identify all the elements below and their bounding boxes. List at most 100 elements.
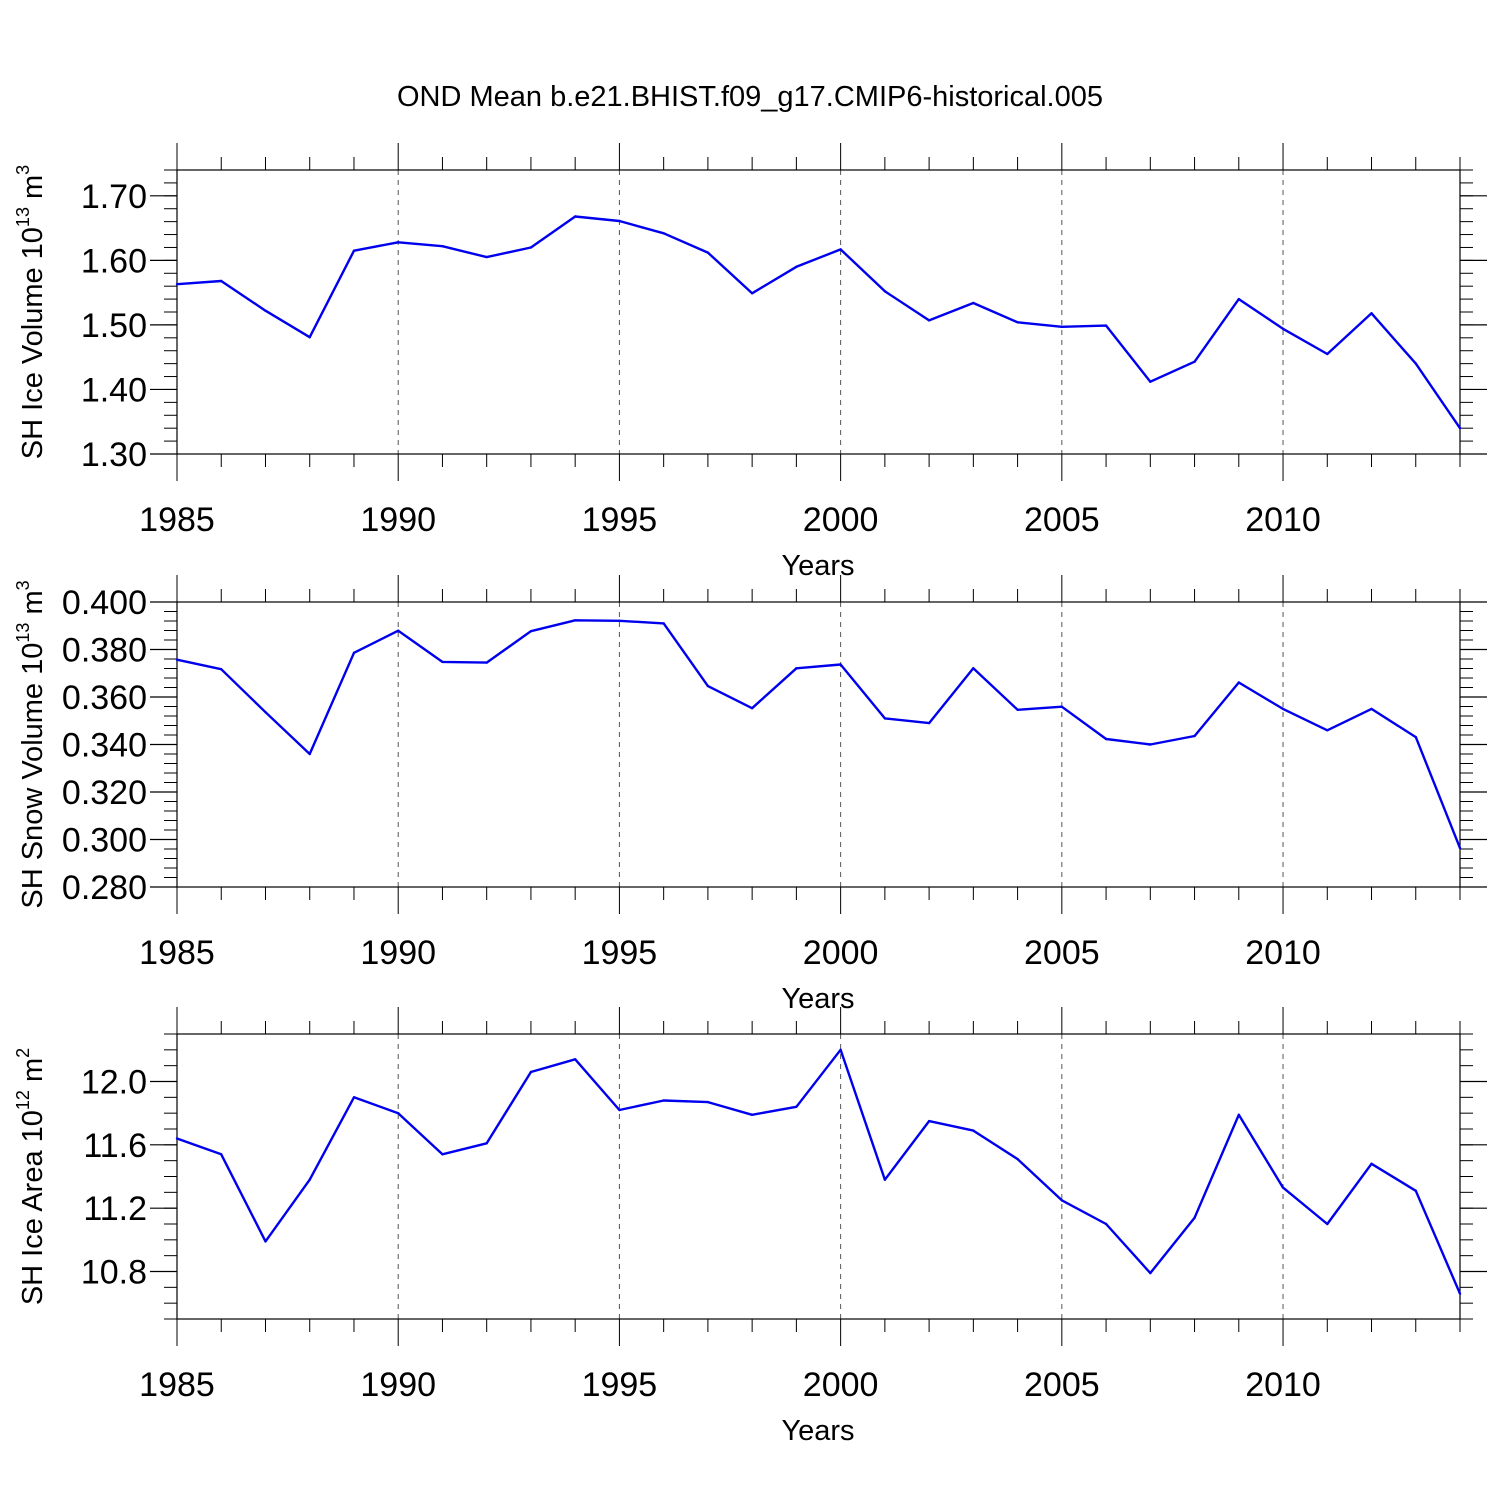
data-point	[839, 663, 842, 666]
data-point	[1458, 427, 1462, 430]
data-point	[839, 248, 842, 251]
data-point	[397, 629, 400, 632]
data-point	[264, 309, 267, 312]
data-point	[618, 619, 621, 622]
y-axis-label-unit: m	[17, 590, 49, 622]
chart-title: OND Mean b.e21.BHIST.f09_g17.CMIP6-histo…	[397, 81, 1103, 113]
y-axis-label-unit-exponent: 2	[13, 1048, 33, 1058]
x-tick-label: 2010	[1245, 501, 1321, 539]
y-axis-label-text: SH Ice Area 10	[17, 1110, 49, 1305]
y-tick-label: 0.360	[62, 679, 147, 717]
data-point	[1281, 707, 1285, 711]
data-point	[441, 1153, 444, 1156]
data-point	[927, 319, 931, 322]
data-point	[839, 1048, 842, 1052]
data-point	[1414, 362, 1418, 365]
data-point	[1370, 707, 1373, 711]
x-axis-label: Years	[781, 1415, 854, 1447]
data-point	[1193, 734, 1196, 738]
series-line	[176, 1048, 1462, 1295]
data-point	[308, 752, 311, 756]
data-point	[529, 630, 533, 633]
x-tick-label: 2005	[1024, 1366, 1100, 1404]
x-tick-label: 1985	[139, 1366, 215, 1404]
data-point	[883, 1178, 887, 1181]
data-point	[1104, 324, 1108, 327]
data-point	[220, 668, 223, 671]
x-tick-label: 2000	[803, 501, 879, 539]
data-point	[574, 619, 577, 622]
data-point	[1237, 1113, 1241, 1117]
y-axis-label-unit-exponent: 3	[13, 580, 33, 590]
y-tick-label: 1.60	[81, 242, 147, 280]
series-line	[176, 215, 1461, 429]
data-point	[264, 1240, 267, 1243]
y-tick-label: 1.30	[81, 436, 147, 474]
data-point	[1060, 325, 1064, 328]
data-point	[485, 661, 488, 664]
data-point	[397, 241, 400, 244]
data-point	[1237, 681, 1241, 684]
y-tick-label: 0.280	[62, 869, 147, 907]
y-axis-label: SH Ice Volume 1013 m3	[13, 165, 49, 459]
panel-3: 10.8 11.2 11.6 12.0 1985 1990 1995 2000 2005 2010…	[13, 1007, 1487, 1447]
data-point	[795, 1105, 798, 1109]
data-point	[441, 660, 444, 664]
y-axis-label: SH Ice Area 1012 m2	[13, 1048, 49, 1305]
data-point	[1237, 297, 1241, 301]
data-point	[308, 336, 311, 339]
x-axis-label: Years	[781, 983, 854, 1015]
data-point	[1016, 708, 1019, 711]
data-point	[1104, 1222, 1108, 1226]
x-tick-label: 2005	[1024, 934, 1100, 972]
plot-frame	[176, 169, 1461, 455]
data-point	[883, 290, 887, 293]
data-point	[1281, 327, 1285, 330]
y-tick-label: 12.0	[81, 1064, 147, 1102]
x-tick-label: 1995	[582, 1366, 658, 1404]
data-point	[352, 249, 356, 252]
data-point	[220, 1153, 223, 1156]
data-point	[972, 301, 975, 305]
data-point	[485, 255, 488, 259]
x-tick-label: 1990	[360, 1366, 436, 1404]
y-tick-label: 11.6	[83, 1127, 147, 1165]
data-point	[175, 1137, 179, 1140]
data-point	[972, 1129, 975, 1132]
panel-2: 0.280 0.300 0.320 0.340 0.360 0.380 0.400 1985 1…	[13, 575, 1487, 1015]
data-point	[1370, 1162, 1373, 1166]
data-point	[662, 1099, 665, 1102]
y-tick-label: 10.8	[81, 1254, 147, 1292]
data-point	[1149, 1271, 1152, 1275]
y-tick-label: 1.40	[81, 371, 147, 409]
data-point	[175, 658, 179, 661]
series-line	[176, 619, 1462, 849]
y-tick-label: 0.340	[62, 727, 147, 765]
data-point	[927, 721, 931, 725]
y-axis-label: SH Snow Volume 1013 m3	[13, 580, 49, 908]
data-point	[618, 1108, 621, 1112]
data-point	[795, 265, 798, 268]
data-point	[1370, 312, 1373, 315]
y-tick-label: 0.380	[62, 632, 147, 670]
data-point	[1458, 846, 1462, 850]
data-point	[1326, 1222, 1329, 1226]
chart-panels: 1.30 1.40 1.50 1.60 1.70 1985 1990 1995 2000 2005…	[13, 143, 1487, 1447]
y-axis-label-unit: m	[17, 175, 49, 207]
data-point	[750, 292, 754, 295]
y-axis-label-exponent: 13	[13, 623, 33, 643]
data-point	[1016, 321, 1019, 324]
data-point	[352, 651, 356, 654]
x-tick-label: 1990	[360, 501, 436, 539]
data-point	[485, 1142, 488, 1145]
y-axis-label-unit-exponent: 3	[13, 165, 33, 175]
data-point	[397, 1112, 400, 1115]
x-tick-label: 1995	[582, 934, 658, 972]
data-point	[220, 279, 223, 283]
y-axis-label-unit: m	[17, 1058, 49, 1090]
data-point	[264, 711, 267, 714]
data-point	[706, 684, 710, 688]
data-point	[529, 246, 533, 249]
y-axis-label-exponent: 13	[13, 207, 33, 227]
